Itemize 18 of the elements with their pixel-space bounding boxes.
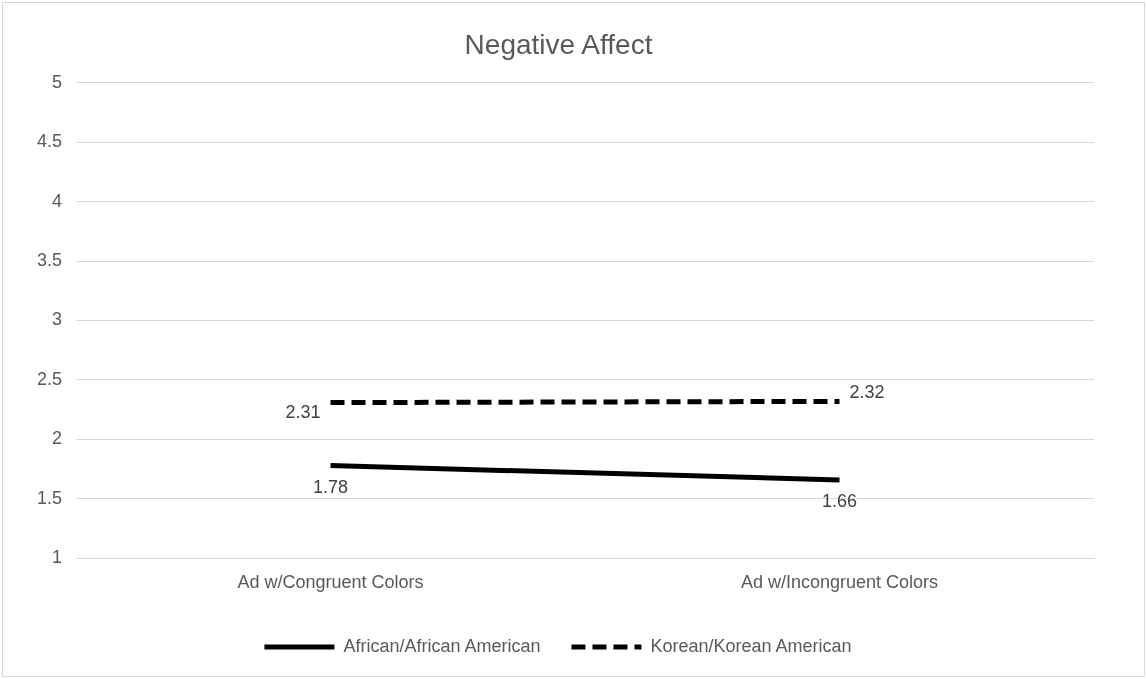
data-label: 1.66 [821,490,858,511]
x-tick-label: Ad w/Congruent Colors [237,572,424,593]
chart-title: Negative Affect [464,28,653,60]
y-tick-label: 3 [52,309,63,330]
y-tick-label: 4 [52,190,63,211]
y-tick-label: 4.5 [36,131,63,152]
y-tick-label: 1 [52,547,63,568]
y-tick-label: 2.5 [36,368,63,389]
y-tick-label: 2 [52,428,63,449]
data-label: 2.32 [849,382,885,403]
y-tick-label: 5 [52,71,63,92]
x-tick-label: Ad w/Incongruent Colors [740,572,939,593]
legend-label: African/African American [343,635,541,656]
y-tick-label: 1.5 [36,487,63,508]
y-tick-label: 3.5 [36,249,63,270]
data-label: 1.78 [312,476,349,497]
legend-label: Korean/Korean American [650,635,852,656]
data-label: 2.31 [285,401,321,422]
